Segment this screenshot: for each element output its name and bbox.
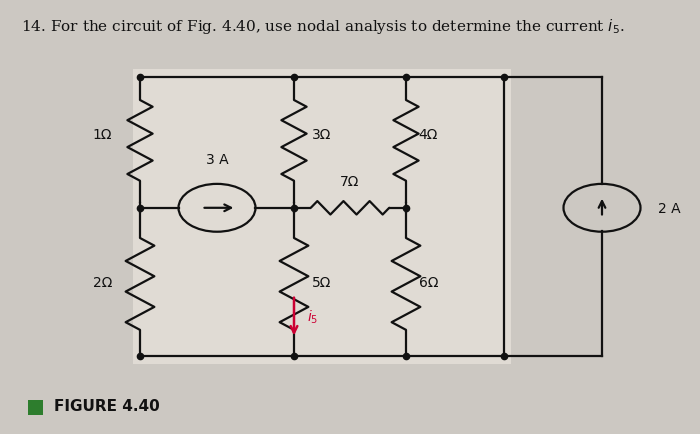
Text: 6Ω: 6Ω bbox=[419, 275, 438, 289]
Text: 2 A: 2 A bbox=[658, 201, 680, 215]
Text: 3Ω: 3Ω bbox=[312, 128, 331, 141]
Text: 1Ω: 1Ω bbox=[92, 128, 112, 141]
Text: 5Ω: 5Ω bbox=[312, 275, 331, 289]
Text: 4Ω: 4Ω bbox=[419, 128, 438, 141]
Bar bbox=[28, 400, 43, 415]
Text: 14. For the circuit of Fig. 4.40, use nodal analysis to determine the current $i: 14. For the circuit of Fig. 4.40, use no… bbox=[21, 17, 625, 36]
Text: $i_5$: $i_5$ bbox=[307, 308, 318, 326]
Text: FIGURE 4.40: FIGURE 4.40 bbox=[54, 398, 160, 413]
Text: 2Ω: 2Ω bbox=[92, 275, 112, 289]
Text: 7Ω: 7Ω bbox=[340, 175, 360, 189]
FancyBboxPatch shape bbox=[133, 69, 511, 365]
Text: 3 A: 3 A bbox=[206, 153, 228, 167]
